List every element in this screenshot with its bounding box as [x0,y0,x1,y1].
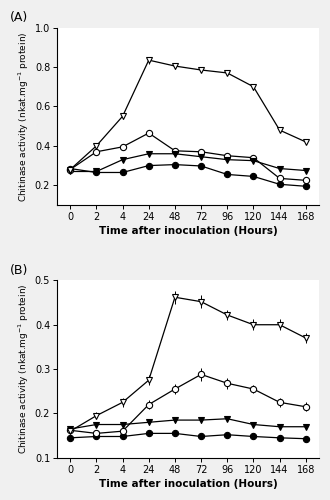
X-axis label: Time after inoculation (Hours): Time after inoculation (Hours) [99,226,278,236]
Y-axis label: Chitinase activity (nkat.mg$^{-1}$ protein): Chitinase activity (nkat.mg$^{-1}$ prote… [16,31,31,202]
Text: (A): (A) [10,11,28,24]
Y-axis label: Chitinase activity (nkat.mg$^{-1}$ protein): Chitinase activity (nkat.mg$^{-1}$ prote… [16,284,31,454]
X-axis label: Time after inoculation (Hours): Time after inoculation (Hours) [99,479,278,489]
Text: (B): (B) [10,264,28,277]
